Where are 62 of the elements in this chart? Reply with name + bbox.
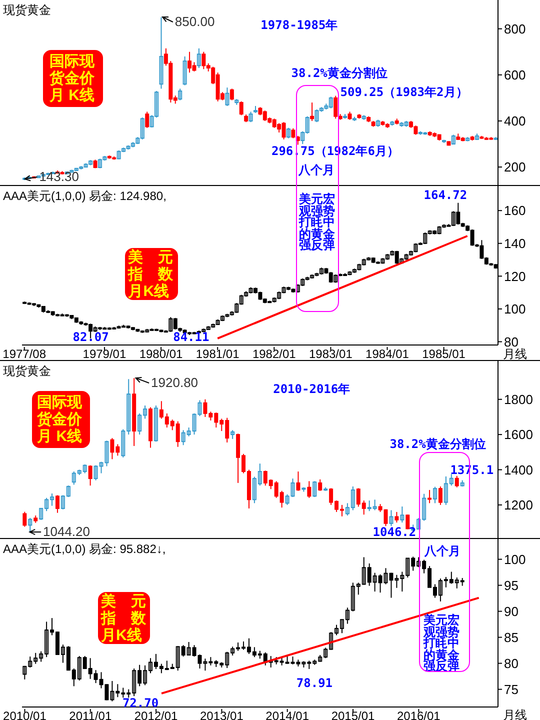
annotation: 143.30 bbox=[39, 169, 79, 184]
x-tick-label: 2010/01 bbox=[3, 709, 47, 720]
annotation: 美 元指 数月K线 bbox=[100, 592, 148, 644]
annotation: 美元宏观强势打眊中的黄金强反弹 bbox=[423, 613, 460, 673]
annotation: 八个月 bbox=[424, 544, 461, 558]
y-tick-label: 140 bbox=[504, 236, 526, 251]
y-tick-label: 1600 bbox=[504, 427, 533, 442]
y-tick-label: 1400 bbox=[504, 462, 533, 478]
annotation: 国际现货金价月 K线 bbox=[37, 394, 84, 445]
annotation: 2010-2016年 bbox=[273, 382, 350, 396]
y-tick-label: 80 bbox=[504, 334, 518, 350]
text: 月线 bbox=[503, 347, 527, 363]
y-tick-label: 800 bbox=[504, 21, 526, 36]
chart-title: 现货黄金 bbox=[3, 2, 51, 19]
annotation: 509.25（1983年2月） bbox=[340, 85, 468, 99]
annotation: 1044.20 bbox=[43, 524, 90, 539]
x-tick-label: 1980/01 bbox=[139, 347, 184, 361]
y-tick-label: 1200 bbox=[504, 498, 533, 513]
annotation: 美元宏观强势打眊中的黄金强反弹 bbox=[299, 192, 336, 252]
y-tick-label: 90 bbox=[504, 604, 518, 619]
y-tick-label: 1800 bbox=[504, 392, 533, 407]
y-tick-label: 85 bbox=[504, 630, 518, 645]
x-tick-label: 1977/08 bbox=[2, 347, 46, 361]
annotation: 国际现货金价月 K线 bbox=[50, 53, 96, 104]
annotation: 1978-1985年 bbox=[260, 18, 338, 32]
y-tick-label: 75 bbox=[504, 682, 518, 697]
annotation: 八个月 bbox=[298, 163, 334, 177]
x-tick-label: 2012/01 bbox=[134, 709, 178, 720]
chart-title: AAA美元(1,0,0) 易金: 95.882↓, bbox=[3, 541, 166, 558]
x-tick-label: 1985/01 bbox=[422, 347, 466, 361]
x-tick-label: 2011/01 bbox=[69, 709, 112, 720]
x-tick-label: 1979/01 bbox=[82, 347, 126, 361]
annotation: 1920.80 bbox=[151, 375, 198, 390]
annotation: 850.00 bbox=[174, 14, 215, 29]
y-tick-label: 100 bbox=[504, 552, 526, 567]
y-tick-label: 80 bbox=[504, 656, 518, 671]
annotation: 1046.2 bbox=[372, 525, 416, 539]
chart-title: AAA美元(1,0,0) 易金: 124.980, bbox=[3, 188, 166, 205]
x-tick-label: 2014/01 bbox=[266, 709, 310, 720]
annotation: 82.07 bbox=[72, 330, 109, 344]
x-tick-label: 2013/01 bbox=[200, 709, 244, 720]
y-tick-label: 160 bbox=[504, 203, 526, 218]
annotation: 72.70 bbox=[122, 696, 159, 710]
y-tick-label: 100 bbox=[504, 302, 526, 317]
annotation: 38.2%黄金分割位 bbox=[291, 66, 388, 80]
annotation: 78.91 bbox=[296, 676, 333, 690]
x-tick-label: 2016/01 bbox=[396, 709, 441, 720]
x-tick-label: 1984/01 bbox=[366, 347, 410, 361]
y-tick-label: 95 bbox=[504, 578, 518, 593]
y-tick-label: 600 bbox=[504, 67, 526, 82]
x-tick-label: 1983/01 bbox=[309, 347, 353, 361]
annotation: 84.11 bbox=[173, 330, 210, 344]
x-tick-label: 1981/01 bbox=[196, 347, 240, 361]
annotation: 164.72 bbox=[424, 188, 468, 202]
annotation: 美 元指 数月K线 bbox=[128, 248, 176, 300]
x-tick-label: 2015/01 bbox=[331, 709, 376, 720]
annotation: 38.2%黄金分割位 bbox=[390, 437, 486, 451]
x-tick-label: 1982/01 bbox=[252, 347, 296, 361]
y-tick-label: 200 bbox=[504, 160, 526, 175]
y-tick-label: 120 bbox=[504, 268, 526, 284]
chart-title: 现货黄金 bbox=[3, 363, 51, 380]
y-tick-label: 400 bbox=[504, 114, 526, 129]
